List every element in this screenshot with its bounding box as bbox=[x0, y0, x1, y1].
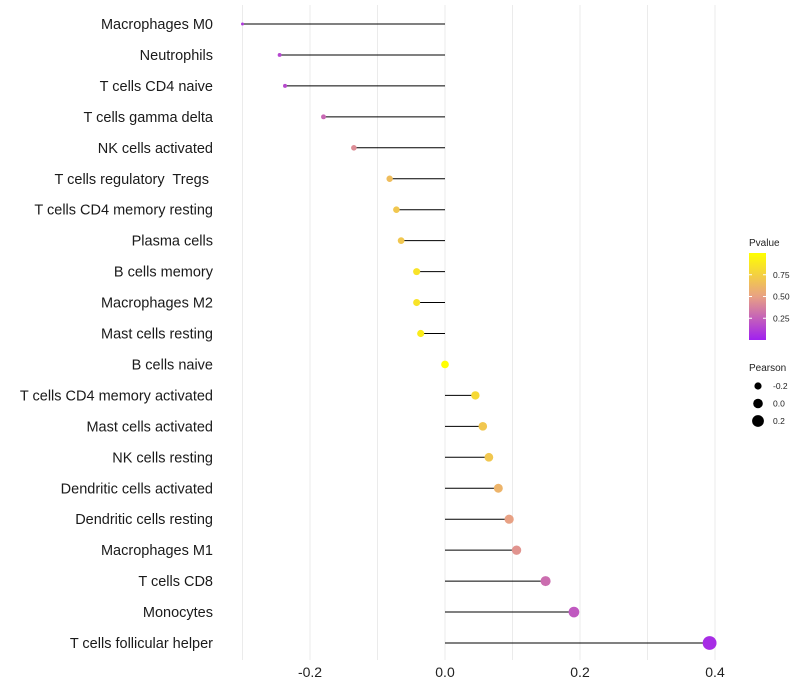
pvalue-legend-title: Pvalue bbox=[749, 238, 780, 249]
point-10 bbox=[417, 329, 425, 338]
lollipop-segments bbox=[242, 23, 710, 644]
point-2 bbox=[283, 83, 288, 88]
legend: Pvalue 0.25 0.50 0.75 Pearson -0.2 0.0 0.2 bbox=[749, 238, 790, 427]
pearson-size-keys: -0.2 0.0 0.2 bbox=[752, 381, 788, 427]
point-6 bbox=[393, 206, 400, 213]
point-18 bbox=[540, 576, 551, 587]
category-label-11: B cells naive bbox=[132, 357, 213, 373]
size-key-dot-0 bbox=[754, 382, 762, 390]
size-key-dot-2 bbox=[752, 415, 764, 427]
point-15 bbox=[493, 483, 503, 493]
x-tick-label-0: -0.2 bbox=[298, 664, 322, 680]
category-label-0: Macrophages M0 bbox=[101, 17, 213, 33]
category-label-2: T cells CD4 naive bbox=[100, 79, 213, 95]
category-label-10: Mast cells resting bbox=[101, 327, 213, 343]
x-tick-label-3: 0.4 bbox=[705, 664, 725, 680]
size-key-label-2: 0.2 bbox=[773, 416, 785, 426]
category-label-20: T cells follicular helper bbox=[70, 636, 213, 652]
pvalue-colorbar-ticks: 0.25 0.50 0.75 bbox=[749, 270, 790, 323]
point-7 bbox=[397, 237, 405, 244]
point-0 bbox=[241, 22, 244, 26]
category-label-1: Neutrophils bbox=[140, 48, 213, 64]
lollipop-points bbox=[241, 22, 717, 650]
category-label-12: T cells CD4 memory activated bbox=[20, 388, 213, 404]
category-label-5: T cells regulatory Tregs bbox=[55, 172, 214, 188]
x-axis-ticks: -0.2 0.0 0.2 0.4 bbox=[298, 664, 725, 680]
category-label-16: Dendritic cells resting bbox=[75, 512, 213, 528]
category-label-8: B cells memory bbox=[114, 265, 214, 281]
point-5 bbox=[386, 175, 393, 182]
category-label-7: Plasma cells bbox=[132, 234, 213, 250]
x-tick-label-2: 0.2 bbox=[570, 664, 590, 680]
colorbar-tick-label-1: 0.50 bbox=[773, 292, 790, 302]
size-key-label-1: 0.0 bbox=[773, 399, 785, 409]
grid-lines bbox=[242, 5, 716, 660]
category-label-9: Macrophages M2 bbox=[101, 296, 213, 312]
point-19 bbox=[568, 606, 580, 618]
point-17 bbox=[511, 545, 522, 555]
point-3 bbox=[321, 114, 326, 120]
category-labels: Macrophages M0 Neutrophils T cells CD4 nai… bbox=[20, 17, 214, 652]
colorbar-tick-label-0: 0.25 bbox=[773, 313, 790, 323]
category-label-6: T cells CD4 memory resting bbox=[34, 203, 213, 219]
point-16 bbox=[504, 514, 514, 524]
size-key-label-0: -0.2 bbox=[773, 381, 788, 391]
category-label-3: T cells gamma delta bbox=[84, 110, 214, 126]
category-label-15: Dendritic cells activated bbox=[61, 481, 213, 497]
size-key-dot-1 bbox=[753, 398, 763, 409]
pvalue-colorbar bbox=[749, 253, 766, 340]
point-9 bbox=[413, 299, 421, 307]
category-label-4: NK cells activated bbox=[98, 141, 213, 157]
category-label-18: T cells CD8 bbox=[138, 574, 213, 590]
point-1 bbox=[277, 53, 282, 57]
point-12 bbox=[471, 391, 480, 400]
x-tick-label-1: 0.0 bbox=[435, 664, 455, 680]
point-20 bbox=[702, 636, 717, 650]
category-label-17: Macrophages M1 bbox=[101, 543, 213, 559]
point-13 bbox=[478, 422, 488, 431]
point-8 bbox=[413, 268, 421, 276]
category-label-14: NK cells resting bbox=[112, 450, 213, 466]
category-label-19: Monocytes bbox=[143, 605, 213, 621]
point-14 bbox=[484, 452, 494, 462]
colorbar-tick-label-2: 0.75 bbox=[773, 270, 790, 280]
pearson-legend-title: Pearson bbox=[749, 363, 786, 374]
point-4 bbox=[351, 145, 357, 151]
category-label-13: Mast cells activated bbox=[86, 419, 213, 435]
point-11 bbox=[441, 360, 449, 369]
